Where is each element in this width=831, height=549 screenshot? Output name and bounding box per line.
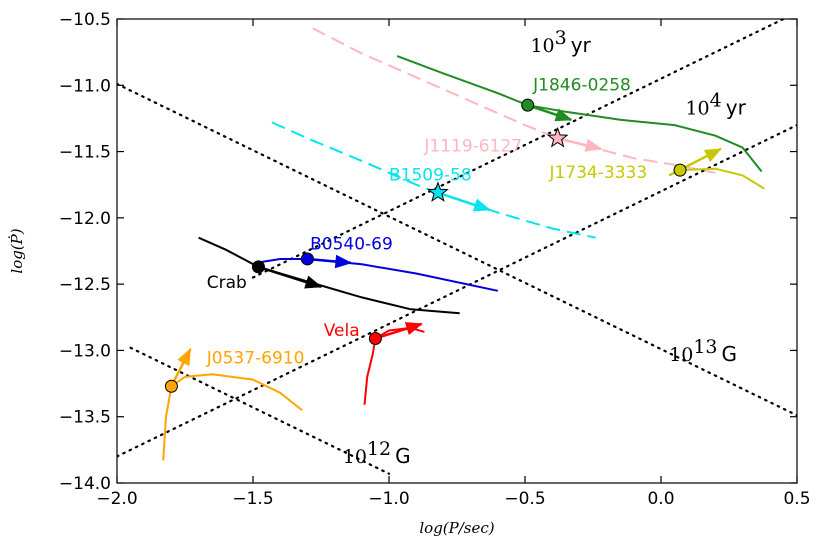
y-tick-label: −12.0 xyxy=(59,209,111,229)
track-j1119-6127 xyxy=(312,27,716,174)
isoline-label-exponent: 13 xyxy=(693,336,717,358)
isoline-field-1e12 xyxy=(129,346,391,475)
marker-star-j1119-6127 xyxy=(546,126,569,148)
y-tick-label: −13.0 xyxy=(59,341,111,361)
pulsar-label-vela: Vela xyxy=(324,321,360,341)
arrow-head-crab xyxy=(304,275,323,289)
pulsar-label-b1509-58: B1509-58 xyxy=(389,166,472,186)
pulsar-label-j1846-0258: J1846-0258 xyxy=(532,76,631,96)
arrow-head-b0540-69 xyxy=(334,254,353,269)
isoline-label-base: 10 xyxy=(530,35,554,57)
isoline-label-unit: yr xyxy=(571,33,592,57)
isoline-age-1e3 xyxy=(251,19,786,279)
marker-circle-j1734-3333 xyxy=(673,163,687,177)
marker-circle-j1846-0258 xyxy=(521,98,535,112)
marker-circle-b0540-69 xyxy=(300,252,314,266)
isoline-field-1e13 xyxy=(117,82,797,417)
x-axis-label: log(P/sec) xyxy=(419,519,494,537)
marker-circle-crab xyxy=(251,260,265,274)
x-tick-label: 0.5 xyxy=(783,489,810,509)
pulsar-label-crab: Crab xyxy=(207,273,247,293)
track-layer xyxy=(162,27,765,461)
isoline-label-unit: G xyxy=(395,444,411,468)
track-j1734-3333 xyxy=(679,167,765,190)
x-tick-label: −1.5 xyxy=(232,489,273,509)
x-tick-label: 0.0 xyxy=(647,489,674,509)
isoline-label-exponent: 12 xyxy=(367,438,391,460)
track-b0540-69 xyxy=(255,258,499,292)
isoline-layer xyxy=(117,19,797,475)
isoline-age-1e4 xyxy=(117,123,797,458)
isoline-label-exponent: 3 xyxy=(555,27,567,49)
y-tick-label: −14.0 xyxy=(59,474,111,494)
pulsar-label-j1119-6127: J1119-6127 xyxy=(423,137,522,157)
isoline-label-age-1e3: 103 yr xyxy=(530,27,591,57)
isoline-label-exponent: 4 xyxy=(710,89,722,111)
isoline-label-age-1e4: 104 yr xyxy=(685,89,746,119)
y-tick-label: −11.0 xyxy=(59,76,111,96)
arrow-head-j1734-3333 xyxy=(703,148,723,162)
isoline-label-unit: yr xyxy=(726,95,747,119)
x-tick-label: −2.0 xyxy=(96,489,137,509)
pulsar-label-b0540-69: B0540-69 xyxy=(310,235,393,255)
isoline-label-field-1e12: 1012 G xyxy=(343,438,411,468)
pulsar-label-j1734-3333: J1734-3333 xyxy=(548,163,647,183)
frame-layer: −2.0 −1.5 −1.0 −0.5 0.0 0.5 −14.0 −13.5 −13.0 −12… xyxy=(8,10,811,537)
arrow-head-b1509-58 xyxy=(472,198,491,212)
y-tick-label: −13.5 xyxy=(59,408,111,428)
y-tick-label: −12.5 xyxy=(59,275,111,295)
marker-circle-vela xyxy=(368,331,382,345)
isoline-label-unit: G xyxy=(722,342,738,366)
marker-star-b1509-58 xyxy=(427,181,449,202)
isoline-label-base: 10 xyxy=(669,344,693,366)
track-j0537-6910 xyxy=(162,373,303,461)
track-j1846-0258 xyxy=(396,55,763,173)
y-axis-label: log(Ṗ) xyxy=(8,228,26,273)
y-tick-label: −10.5 xyxy=(59,10,111,30)
arrow-head-j1846-0258 xyxy=(554,108,573,122)
arrow-head-j0537-6910 xyxy=(177,347,192,366)
x-tick-label: −1.0 xyxy=(368,489,409,509)
marker-circle-j0537-6910 xyxy=(164,379,178,393)
isoline-label-field-1e13: 1013 G xyxy=(669,336,737,366)
y-tick-label: −11.5 xyxy=(59,143,111,163)
isoline-label-base: 10 xyxy=(685,97,709,119)
track-b1509-58 xyxy=(271,121,596,239)
pulsar-label-j0537-6910: J0537-6910 xyxy=(206,349,305,369)
x-tick-label: −0.5 xyxy=(504,489,545,509)
arrow-head-vela xyxy=(404,322,423,336)
plot-frame xyxy=(116,18,798,484)
arrow-head-j1119-6127 xyxy=(584,138,603,152)
isoline-label-base: 10 xyxy=(343,446,367,468)
